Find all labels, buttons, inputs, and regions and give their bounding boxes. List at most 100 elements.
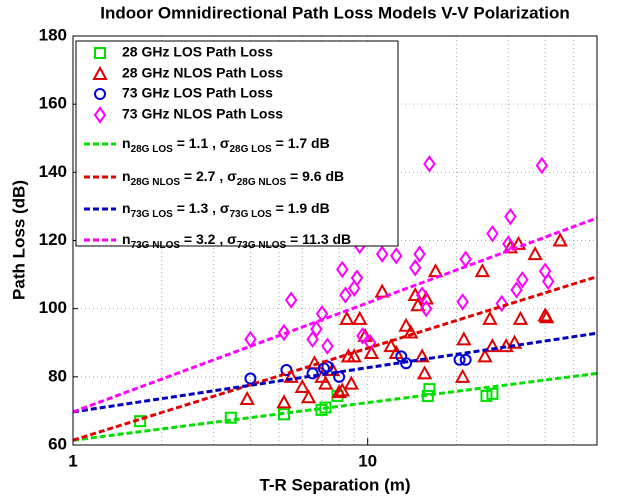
marker-triangle	[398, 317, 414, 332]
legend-label: n28G NLOS = 2.7 , σ28G NLOS = 9.6 dB	[122, 168, 344, 188]
legend-text: n	[122, 200, 131, 216]
marker-circle	[244, 372, 257, 385]
y-tick-label: 180	[39, 25, 67, 44]
marker-circle	[306, 367, 319, 380]
marker-diamond	[321, 337, 334, 355]
legend-subscript: 73G NLOS	[237, 240, 287, 251]
marker-square	[486, 387, 499, 400]
y-tick-label: 60	[48, 434, 67, 453]
legend-text: n	[122, 135, 131, 151]
marker-triangle	[484, 338, 501, 353]
marker-diamond	[504, 207, 517, 226]
fit-line	[72, 371, 598, 442]
legend-subscript: 73G NLOS	[131, 240, 181, 251]
marker-triangle	[527, 246, 543, 261]
marker-diamond	[339, 286, 352, 304]
legend-text: = 1.1 , σ	[173, 135, 230, 151]
legend-text: n	[122, 168, 131, 184]
marker-triangle	[403, 324, 419, 339]
marker-square	[224, 411, 237, 424]
fit-line	[72, 331, 598, 414]
legend-text: = 9.6 dB	[286, 168, 344, 184]
marker-triangle	[418, 290, 434, 305]
marker-triangle	[474, 263, 491, 278]
marker-triangle	[454, 368, 471, 383]
marker-diamond	[350, 269, 364, 287]
marker-diamond	[495, 294, 508, 313]
marker-diamond	[516, 270, 529, 289]
legend-subscript: 73G LOS	[131, 209, 174, 220]
legend-label: n73G LOS = 1.3 , σ73G LOS = 1.9 dB	[122, 200, 330, 220]
y-tick-label: 80	[48, 366, 67, 385]
marker-diamond	[456, 293, 469, 311]
legend-box	[75, 40, 399, 247]
legend-label: 73 GHz NLOS Path Loss	[122, 106, 283, 122]
marker-triangle	[510, 235, 527, 250]
marker-triangle	[416, 365, 433, 380]
marker-triangle	[414, 348, 430, 363]
legend-subscript: 28G LOS	[131, 144, 174, 155]
x-tick-label: 1	[68, 451, 77, 470]
marker-diamond	[277, 323, 291, 342]
legend-text: = 11.3 dB	[286, 231, 351, 247]
legend-subscript: 28G LOS	[229, 144, 272, 155]
legend-subscript: 28G NLOS	[131, 177, 181, 188]
marker-diamond	[284, 291, 298, 309]
marker-triangle	[239, 390, 255, 405]
marker-triangle	[346, 348, 362, 363]
y-tick-label: 160	[39, 94, 67, 113]
marker-diamond	[510, 281, 523, 299]
marker-triangle	[506, 334, 523, 349]
legend-marker	[94, 47, 106, 59]
legend-label: n28G LOS = 1.1 , σ28G LOS = 1.7 dB	[122, 135, 330, 155]
marker-diamond	[535, 156, 549, 175]
marker-triangle	[343, 375, 360, 390]
legend-text: = 3.2 , σ	[180, 231, 237, 247]
marker-diamond	[310, 320, 323, 338]
legend-label: 73 GHz LOS Path Loss	[122, 85, 273, 101]
marker-diamond	[356, 327, 369, 345]
marker-triangle	[352, 310, 368, 325]
marker-diamond	[459, 250, 472, 268]
marker-circle	[400, 357, 413, 370]
legend-text: = 1.9 dB	[272, 200, 330, 216]
y-tick-label: 120	[39, 230, 67, 249]
marker-diamond	[486, 224, 499, 243]
legend-label: 28 GHz NLOS Path Loss	[122, 65, 283, 81]
marker-square	[423, 383, 436, 396]
legend-marker	[92, 65, 108, 80]
marker-circle	[459, 353, 472, 366]
marker-triangle	[283, 368, 299, 383]
fit-line	[72, 216, 598, 414]
marker-triangle	[456, 331, 472, 346]
marker-diamond	[542, 272, 555, 291]
legend-text: = 1.3 , σ	[173, 200, 230, 216]
marker-square	[319, 401, 332, 414]
marker-diamond	[420, 299, 433, 318]
legend-text: n	[122, 231, 131, 247]
marker-triangle	[427, 263, 444, 278]
marker-diamond	[375, 245, 389, 263]
fit-line	[72, 275, 598, 442]
marker-triangle	[334, 382, 350, 397]
x-tick-label: 10	[358, 451, 377, 470]
marker-triangle	[276, 394, 292, 409]
marker-triangle	[410, 297, 426, 312]
marker-triangle	[339, 310, 355, 325]
x-axis-label: T-R Separation (m)	[259, 475, 410, 494]
y-axis-label: Path Loss (dB)	[9, 180, 28, 300]
marker-triangle	[300, 389, 317, 404]
legend-subscript: 73G LOS	[229, 209, 272, 220]
marker-diamond	[415, 286, 429, 304]
legend-label: n73G NLOS = 3.2 , σ73G NLOS = 11.3 dB	[122, 231, 351, 251]
marker-triangle	[294, 378, 310, 394]
legend-marker	[94, 88, 106, 100]
legend-subscript: 28G NLOS	[237, 177, 287, 188]
y-tick-label: 140	[39, 162, 67, 181]
marker-circle	[280, 364, 293, 377]
marker-triangle	[512, 310, 529, 325]
legend-text: = 1.7 dB	[272, 135, 330, 151]
marker-diamond	[413, 245, 426, 263]
marker-diamond	[390, 247, 403, 265]
